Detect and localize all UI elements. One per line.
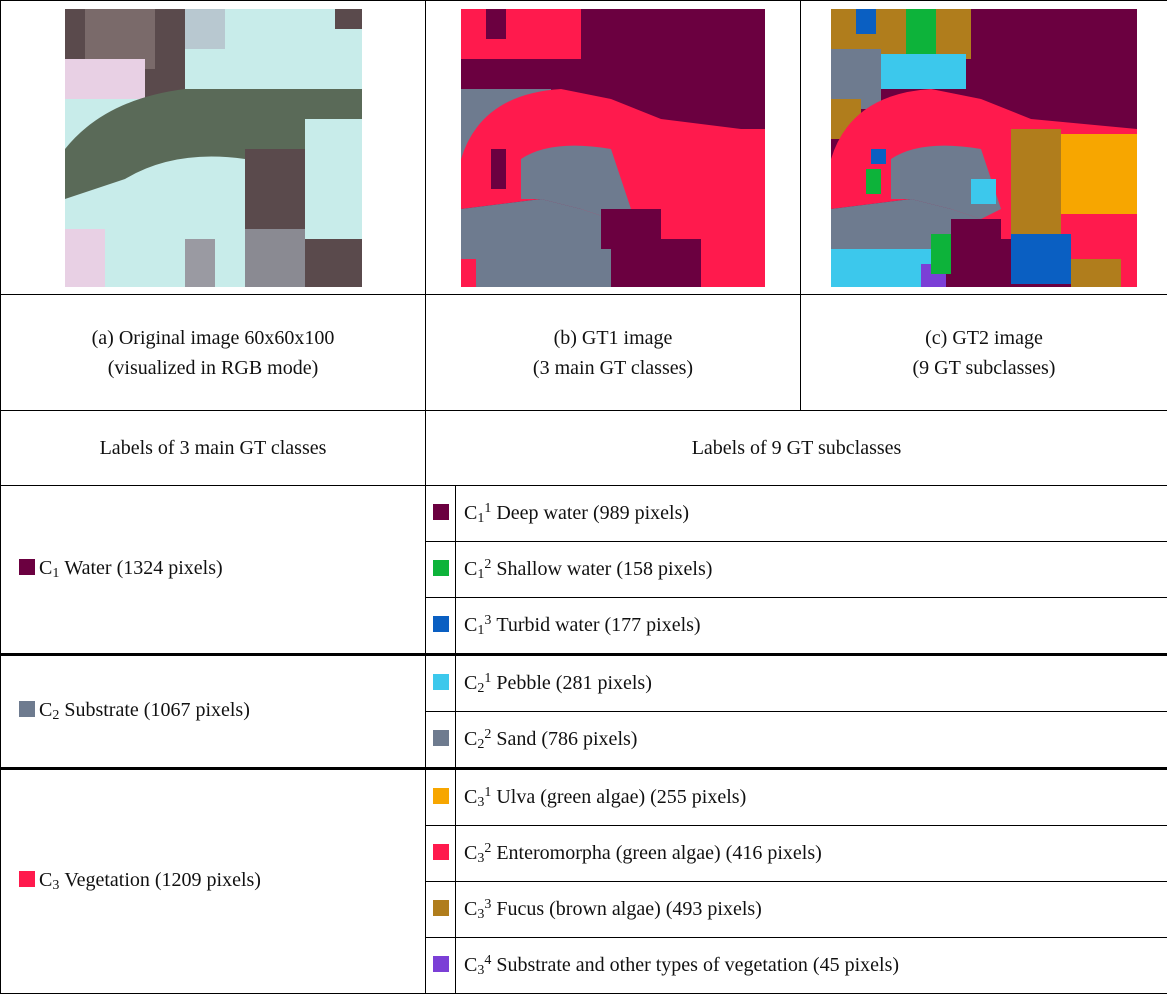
superscript: 4 bbox=[484, 953, 491, 968]
label-text: Deep water (989 pixels) bbox=[496, 502, 689, 524]
image-cell bbox=[801, 1, 1167, 295]
swatch-cell bbox=[426, 598, 456, 655]
symbol: C bbox=[464, 728, 477, 750]
caption-line: (9 GT subclasses) bbox=[801, 353, 1167, 383]
caption: (c) GT2 image(9 GT subclasses) bbox=[801, 295, 1167, 411]
superscript: 2 bbox=[484, 727, 491, 742]
caption-line: (b) GT1 image bbox=[426, 323, 800, 353]
symbol: C bbox=[39, 557, 52, 579]
swatch bbox=[433, 730, 449, 746]
superscript: 3 bbox=[484, 613, 491, 628]
symbol: C bbox=[464, 898, 477, 920]
gt1-image bbox=[461, 9, 765, 287]
swatch-cell bbox=[426, 712, 456, 769]
superscript: 1 bbox=[484, 785, 491, 800]
swatch bbox=[433, 616, 449, 632]
label-text: Vegetation (1209 pixels) bbox=[64, 869, 261, 891]
subscript: 2 bbox=[52, 708, 59, 723]
caption: (a) Original image 60x60x100(visualized … bbox=[1, 295, 426, 411]
swatch-cell bbox=[426, 542, 456, 598]
superscript: 1 bbox=[484, 501, 491, 516]
symbol: C bbox=[464, 786, 477, 808]
caption-line: (a) Original image 60x60x100 bbox=[1, 323, 425, 353]
caption-line: (visualized in RGB mode) bbox=[1, 353, 425, 383]
swatch bbox=[433, 900, 449, 916]
image-cell bbox=[1, 1, 426, 295]
label-text: Substrate and other types of vegetation … bbox=[496, 954, 899, 976]
label-text: Turbid water (177 pixels) bbox=[496, 614, 700, 636]
header-row: Labels of 3 main GT classes Labels of 9 … bbox=[1, 411, 1167, 486]
label-text: Pebble (281 pixels) bbox=[496, 672, 652, 694]
superscript: 2 bbox=[484, 557, 491, 572]
class-label: C1 Water (1324 pixels) bbox=[1, 486, 426, 655]
caption: (b) GT1 image(3 main GT classes) bbox=[426, 295, 801, 411]
original-image bbox=[65, 9, 362, 287]
label-text: Sand (786 pixels) bbox=[496, 728, 637, 750]
symbol: C bbox=[464, 614, 477, 636]
superscript: 2 bbox=[484, 841, 491, 856]
label-text: Substrate (1067 pixels) bbox=[64, 699, 250, 721]
symbol: C bbox=[464, 842, 477, 864]
class-label: C3 Vegetation (1209 pixels) bbox=[1, 769, 426, 994]
symbol: C bbox=[39, 699, 52, 721]
superscript: 3 bbox=[484, 897, 491, 912]
label-text: Ulva (green algae) (255 pixels) bbox=[496, 786, 746, 808]
swatch bbox=[433, 674, 449, 690]
swatch-cell bbox=[426, 882, 456, 938]
swatch-cell bbox=[426, 769, 456, 826]
label-text: Fucus (brown algae) (493 pixels) bbox=[496, 898, 762, 920]
caption-line: (3 main GT classes) bbox=[426, 353, 800, 383]
swatch bbox=[433, 956, 449, 972]
superscript: 1 bbox=[484, 671, 491, 686]
label-text: Water (1324 pixels) bbox=[64, 557, 222, 579]
symbol: C bbox=[39, 869, 52, 891]
swatch-cell bbox=[426, 826, 456, 882]
swatch bbox=[433, 844, 449, 860]
gt2-image bbox=[831, 9, 1137, 287]
header: Labels of 3 main GT classes bbox=[1, 411, 426, 486]
caption-row: (a) Original image 60x60x100(visualized … bbox=[1, 295, 1167, 411]
swatch bbox=[19, 871, 35, 887]
swatch bbox=[433, 788, 449, 804]
swatch-cell bbox=[426, 655, 456, 712]
header: Labels of 9 GT subclasses bbox=[426, 411, 1167, 486]
subscript: 3 bbox=[52, 878, 59, 893]
swatch-cell bbox=[426, 938, 456, 994]
caption-line: (c) GT2 image bbox=[801, 323, 1167, 353]
symbol: C bbox=[464, 672, 477, 694]
image-row bbox=[1, 1, 1167, 295]
symbol: C bbox=[464, 558, 477, 580]
swatch bbox=[19, 701, 35, 717]
swatch bbox=[433, 504, 449, 520]
class-label: C2 Substrate (1067 pixels) bbox=[1, 655, 426, 769]
swatch-cell bbox=[426, 486, 456, 542]
label-text: Shallow water (158 pixels) bbox=[496, 558, 712, 580]
swatch bbox=[433, 560, 449, 576]
label-text: Enteromorpha (green algae) (416 pixels) bbox=[496, 842, 821, 864]
symbol: C bbox=[464, 954, 477, 976]
swatch bbox=[19, 559, 35, 575]
image-cell bbox=[426, 1, 801, 295]
symbol: C bbox=[464, 502, 477, 524]
subscript: 1 bbox=[52, 566, 59, 581]
